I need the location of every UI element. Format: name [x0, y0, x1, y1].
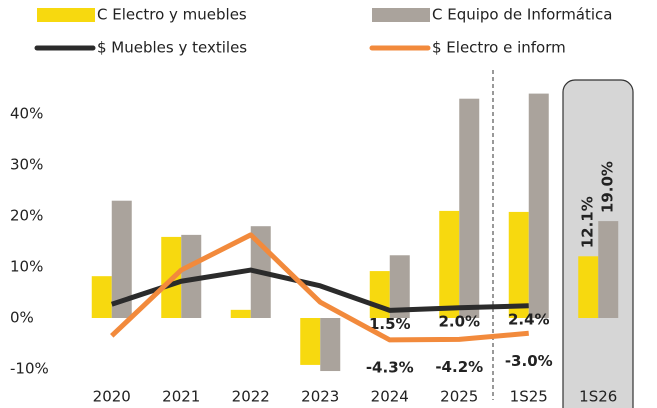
bar: [528, 93, 549, 318]
y-tick-label: 30%: [10, 156, 43, 174]
bar: [91, 276, 112, 318]
bar: [181, 234, 202, 318]
bar: [508, 211, 529, 318]
line-value-label: 1.5%: [369, 315, 411, 333]
y-tick-label: 10%: [10, 258, 43, 276]
bar: [578, 256, 599, 318]
x-tick-label: 2020: [93, 388, 131, 406]
line: [110, 232, 529, 343]
legend-swatch: [37, 8, 95, 22]
line-value-label: 2.4%: [508, 310, 550, 328]
y-tick-label: 40%: [10, 105, 43, 123]
bar: [389, 255, 410, 318]
highlight-box: [562, 79, 634, 408]
x-tick-label: 2024: [371, 388, 409, 406]
bar: [598, 221, 619, 318]
legend-label: $ Electro e inform: [432, 39, 566, 57]
line-value-label: -3.0%: [505, 352, 553, 370]
bar: [111, 200, 132, 318]
legend-label: $ Muebles y textiles: [97, 39, 247, 57]
line-value-label: 2.0%: [438, 312, 480, 330]
bar: [320, 318, 341, 372]
line-value-label: -4.3%: [366, 358, 414, 376]
line: [110, 267, 529, 313]
line-value-label: -4.2%: [435, 358, 483, 376]
x-tick-label: 2021: [162, 388, 200, 406]
y-tick-label: 0%: [10, 309, 34, 327]
x-tick-label: 1S25: [510, 388, 548, 406]
legend-swatch: [372, 8, 430, 22]
y-tick-label: 20%: [10, 207, 43, 225]
legend-label: C Equipo de Informática: [432, 6, 612, 24]
bar-value-label: 12.1%: [579, 196, 597, 248]
bar: [439, 210, 460, 318]
bar: [230, 309, 251, 318]
bar: [300, 318, 321, 365]
legend-label: C Electro y muebles: [97, 6, 247, 24]
x-tick-label: 2022: [232, 388, 270, 406]
x-tick-label: 2023: [301, 388, 339, 406]
bar-value-label: 19.0%: [599, 161, 617, 213]
bar: [459, 98, 480, 318]
x-tick-label: 1S26: [579, 388, 617, 406]
x-tick-label: 2025: [440, 388, 478, 406]
y-tick-label: -10%: [10, 360, 49, 378]
